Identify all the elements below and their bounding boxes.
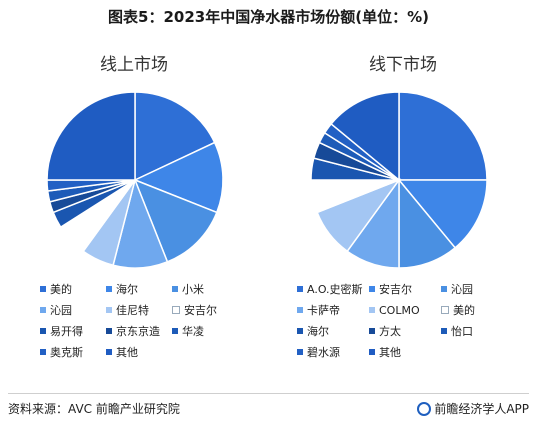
offline-legend-swatch-9 <box>297 349 303 355</box>
online-legend-swatch-3 <box>40 307 46 313</box>
online-legend-swatch-9 <box>40 349 46 355</box>
online-slice-2 <box>133 178 218 263</box>
online-legend-label-5: 安吉尔 <box>184 304 217 317</box>
page-title: 图表5：2023年中国净水器市场份额(单位：%) <box>108 8 429 26</box>
online-legend-label-9: 奥克斯 <box>50 346 83 359</box>
offline-legend-swatch-4 <box>369 307 375 313</box>
offline-legend-item-0: A.O.史密斯 <box>297 282 363 298</box>
online-legend-label-1: 海尔 <box>116 283 138 296</box>
offline-legend-swatch-3 <box>297 307 303 313</box>
online-legend-swatch-7 <box>106 328 112 334</box>
offline-legend-swatch-1 <box>369 286 375 292</box>
offline-legend-item-6: 海尔 <box>297 324 329 340</box>
offline-slice-10 <box>330 91 400 182</box>
offline-legend-label-2: 沁园 <box>451 283 473 296</box>
offline-legend-item-5: 美的 <box>441 303 475 319</box>
online-legend-swatch-1 <box>106 286 112 292</box>
online-legend-label-6: 易开得 <box>50 325 83 338</box>
offline-legend-item-7: 方太 <box>369 324 401 340</box>
offline-legend-label-0: A.O.史密斯 <box>307 283 363 296</box>
online-legend-swatch-8 <box>172 328 178 334</box>
online-legend-item-8: 华凌 <box>172 324 204 340</box>
online-legend-swatch-10 <box>106 349 112 355</box>
offline-legend-label-10: 其他 <box>379 346 401 359</box>
online-legend-item-9: 奥克斯 <box>40 345 83 361</box>
offline-legend-swatch-6 <box>297 328 303 334</box>
brand-logo-icon <box>417 401 432 416</box>
offline-legend-item-8: 怡口 <box>441 324 473 340</box>
online-legend-label-3: 沁园 <box>50 304 72 317</box>
source-note: 资料来源：AVC 前瞻产业研究院 <box>8 402 180 416</box>
offline-legend-swatch-0 <box>297 286 303 292</box>
offline-legend-label-4: COLMO <box>379 304 420 317</box>
pie-chart-online <box>46 91 224 269</box>
offline-slice-1 <box>397 179 488 249</box>
offline-legend-swatch-10 <box>369 349 375 355</box>
brand-text: 前瞻经济学人APP <box>434 402 529 416</box>
online-legend-label-10: 其他 <box>116 346 138 359</box>
online-legend-item-3: 沁园 <box>40 303 72 319</box>
offline-legend-label-5: 美的 <box>453 304 475 317</box>
online-legend-swatch-4 <box>106 307 112 313</box>
online-legend-item-6: 易开得 <box>40 324 83 340</box>
online-legend-item-7: 京东京造 <box>106 324 160 340</box>
online-legend-label-4: 佳尼特 <box>116 304 149 317</box>
footer-divider <box>8 393 529 394</box>
online-slice-1 <box>133 141 224 214</box>
online-legend-item-0: 美的 <box>40 282 72 298</box>
online-legend-item-4: 佳尼特 <box>106 303 149 319</box>
offline-legend-item-3: 卡萨帝 <box>297 303 340 319</box>
pie-chart-offline <box>310 91 488 269</box>
online-legend-item-5: 安吉尔 <box>172 303 217 319</box>
online-legend-swatch-5 <box>172 306 180 314</box>
offline-legend-item-4: COLMO <box>369 303 420 319</box>
brand-label: 前瞻经济学人APP <box>417 400 529 417</box>
offline-legend-swatch-8 <box>441 328 447 334</box>
offline-legend-label-6: 海尔 <box>307 325 329 338</box>
online-slice-0 <box>134 91 216 182</box>
online-legend-label-7: 京东京造 <box>116 325 160 338</box>
offline-legend-swatch-5 <box>441 306 449 314</box>
offline-slice-0 <box>398 91 488 181</box>
chart-title-online: 线上市场 <box>100 55 168 75</box>
online-legend-item-10: 其他 <box>106 345 138 361</box>
offline-legend-item-9: 碧水源 <box>297 345 340 361</box>
online-legend-label-2: 小米 <box>182 283 204 296</box>
offline-legend-swatch-2 <box>441 286 447 292</box>
online-legend-swatch-0 <box>40 286 46 292</box>
online-legend-label-0: 美的 <box>50 283 72 296</box>
offline-legend-label-1: 安吉尔 <box>379 283 412 296</box>
online-legend-item-1: 海尔 <box>106 282 138 298</box>
offline-legend-item-2: 沁园 <box>441 282 473 298</box>
offline-legend-label-7: 方太 <box>379 325 401 338</box>
offline-legend-item-10: 其他 <box>369 345 401 361</box>
online-legend-swatch-6 <box>40 328 46 334</box>
chart-title-offline: 线下市场 <box>369 55 437 75</box>
offline-legend-label-3: 卡萨帝 <box>307 304 340 317</box>
offline-legend-label-9: 碧水源 <box>307 346 340 359</box>
offline-legend-swatch-7 <box>369 328 375 334</box>
online-legend-swatch-2 <box>172 286 178 292</box>
offline-legend-label-8: 怡口 <box>451 325 473 338</box>
offline-legend-item-1: 安吉尔 <box>369 282 412 298</box>
online-legend-label-8: 华凌 <box>182 325 204 338</box>
online-legend-item-2: 小米 <box>172 282 204 298</box>
online-slice-10 <box>46 91 136 181</box>
